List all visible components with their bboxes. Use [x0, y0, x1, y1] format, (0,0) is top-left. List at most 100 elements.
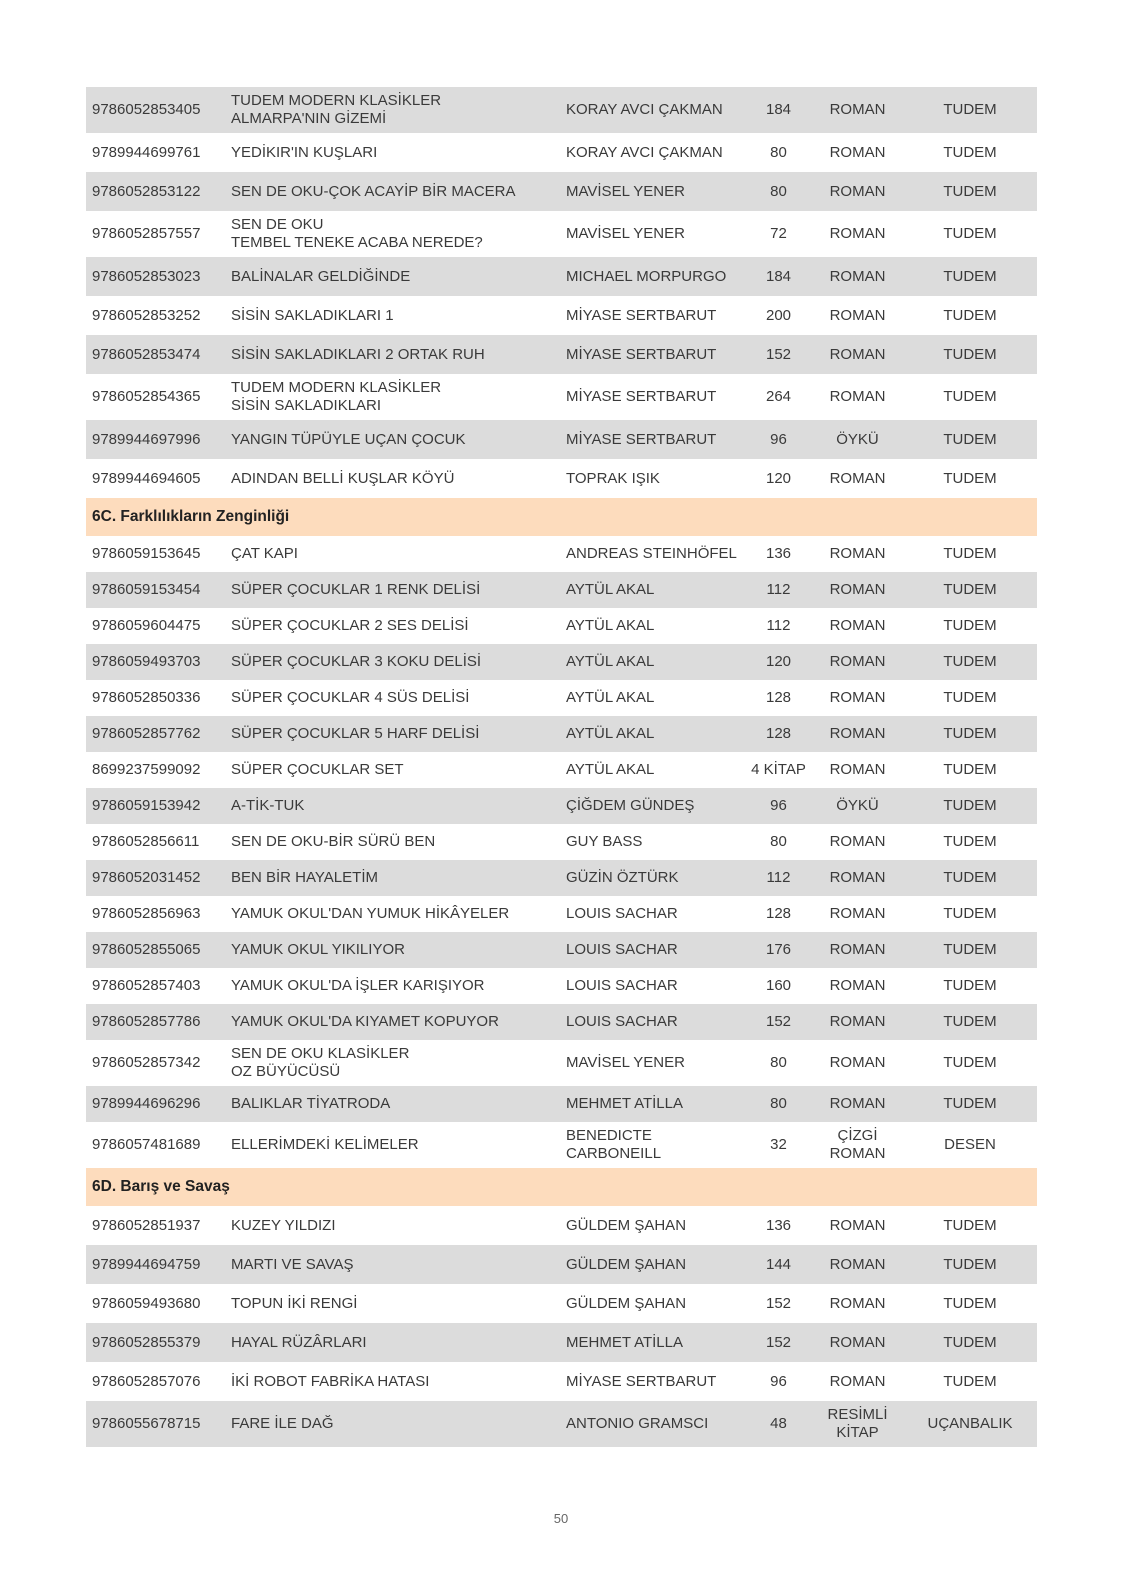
cell-title: BALIKLAR TİYATRODA	[225, 1086, 560, 1122]
cell-publisher: UÇANBALIK	[903, 1401, 1037, 1447]
cell-publisher: TUDEM	[943, 1294, 997, 1312]
cell-pages: 96	[745, 420, 812, 459]
cell-genre: ROMAN	[829, 469, 886, 487]
cell-pages: 72	[770, 225, 787, 242]
cell-title: FARE İLE DAĞ	[225, 1401, 560, 1447]
cell-pages: 112	[745, 572, 812, 608]
table-row: 9786052856611 SEN DE OKU-BİR SÜRÜ BEN GUY …	[86, 824, 1037, 860]
cell-author: GÜLDEM ŞAHAN	[566, 1216, 687, 1234]
cell-author: MAVİSEL YENER	[566, 225, 685, 242]
cell-isbn: 9786052853122	[86, 172, 225, 211]
section-header: 6D. Barış ve Savaş	[86, 1168, 1037, 1206]
table-row: 9786052857786 YAMUK OKUL'DA KIYAMET KOPUY…	[86, 1004, 1037, 1040]
cell-isbn: 9786052857342	[92, 1054, 201, 1071]
cell-title: SÜPER ÇOCUKLAR 3 KOKU DELİSİ	[225, 644, 560, 680]
cell-author: MİYASE SERTBARUT	[560, 335, 745, 374]
cell-title: ADINDAN BELLİ KUŞLAR KÖYÜ	[231, 469, 455, 487]
cell-isbn: 9786055678715	[86, 1401, 225, 1447]
cell-genre: ROMAN	[812, 1004, 903, 1040]
cell-genre: ROMAN	[829, 306, 886, 324]
cell-pages: 136	[765, 1216, 792, 1234]
cell-pages: 160	[765, 977, 792, 994]
cell-genre: ROMAN	[829, 833, 886, 850]
cell-genre: ROMAN	[829, 225, 886, 242]
cell-genre: ROMAN	[812, 644, 903, 680]
cell-genre: ROMAN	[812, 1086, 903, 1122]
cell-genre: ROMAN	[829, 545, 886, 562]
table-row: 9786052857557 SEN DE OKU TEMBEL TENEKE AC…	[86, 211, 1037, 257]
cell-isbn: 9786059153942	[86, 788, 225, 824]
table-row: 9786059153454 SÜPER ÇOCUKLAR 1 RENK DELİS…	[86, 572, 1037, 608]
cell-publisher: TUDEM	[943, 1054, 997, 1071]
cell-author: TOPRAK IŞIK	[566, 469, 660, 487]
cell-isbn: 9786059493703	[86, 644, 225, 680]
cell-author: MİYASE SERTBARUT	[566, 1372, 717, 1390]
table-row: 8699237599092 SÜPER ÇOCUKLAR SET AYTÜL AKA…	[86, 752, 1037, 788]
cell-genre: ROMAN	[812, 87, 903, 133]
cell-pages: 96	[745, 788, 812, 824]
cell-publisher: TUDEM	[943, 689, 997, 706]
cell-isbn: 9786052853023	[86, 257, 225, 296]
cell-publisher: TUDEM	[943, 905, 997, 922]
cell-pages: 152	[765, 1294, 792, 1312]
table-row: 9786059493703 SÜPER ÇOCUKLAR 3 KOKU DELİS…	[86, 644, 1037, 680]
cell-title: YEDİKIR'IN KUŞLARI	[231, 143, 378, 161]
cell-pages: 80	[770, 1054, 787, 1071]
cell-publisher: TUDEM	[903, 1245, 1037, 1284]
cell-genre: ROMAN	[829, 905, 886, 922]
cell-title: TUDEM MODERN KLASİKLER ALMARPA'NIN GİZEM…	[225, 87, 560, 133]
cell-author: LOUIS SACHAR	[566, 905, 678, 922]
cell-isbn: 9786052857076	[92, 1372, 201, 1390]
cell-isbn: 9789944694605	[92, 469, 201, 487]
table-row: 9789944696296 BALIKLAR TİYATRODA MEHMET AT…	[86, 1086, 1037, 1122]
cell-author: MAVİSEL YENER	[560, 172, 745, 211]
cell-pages: 200	[765, 306, 792, 324]
cell-genre: ROMAN	[812, 932, 903, 968]
cell-genre: ROMAN	[812, 1323, 903, 1362]
cell-genre: ROMAN	[829, 1372, 886, 1390]
cell-author: GÜLDEM ŞAHAN	[560, 1245, 745, 1284]
cell-publisher: TUDEM	[943, 388, 997, 405]
cell-isbn: 9786052855065	[86, 932, 225, 968]
cell-title: SÜPER ÇOCUKLAR 4 SÜS DELİSİ	[231, 689, 470, 706]
table-row: 9786052853405 TUDEM MODERN KLASİKLER ALMA…	[86, 87, 1037, 133]
table-row: 9786059153645 ÇAT KAPI ANDREAS STEINHÖFEL 1…	[86, 536, 1037, 572]
cell-title: YAMUK OKUL'DA İŞLER KARIŞIYOR	[231, 977, 485, 994]
cell-title: İKİ ROBOT FABRİKA HATASI	[231, 1372, 430, 1390]
cell-genre: ROMAN	[812, 1245, 903, 1284]
cell-author: AYTÜL AKAL	[560, 716, 745, 752]
cell-isbn: 9789944694759	[86, 1245, 225, 1284]
cell-title: YAMUK OKUL YIKILIYOR	[225, 932, 560, 968]
cell-pages: 32	[770, 1136, 787, 1153]
table-row: 9786052855065 YAMUK OKUL YIKILIYOR LOUIS S…	[86, 932, 1037, 968]
cell-author: MİYASE SERTBARUT	[566, 306, 717, 324]
cell-publisher: TUDEM	[943, 617, 997, 634]
cell-author: AYTÜL AKAL	[560, 572, 745, 608]
cell-isbn: 9786059493680	[92, 1294, 201, 1312]
cell-title: HAYAL RÜZÂRLARI	[225, 1323, 560, 1362]
cell-publisher: TUDEM	[903, 1004, 1037, 1040]
cell-isbn: 9786052854365	[92, 388, 201, 405]
cell-pages: 152	[745, 1323, 812, 1362]
table-row: 9786059153942 A-TİK-TUK ÇİĞDEM GÜNDEŞ 96 ÖYK…	[86, 788, 1037, 824]
cell-author: AYTÜL AKAL	[566, 761, 655, 778]
cell-publisher: TUDEM	[943, 1216, 997, 1234]
cell-author: GUY BASS	[566, 833, 643, 850]
table-row: 9786052853122 SEN DE OKU-ÇOK ACAYİP BİR M…	[86, 172, 1037, 211]
cell-genre: ROMAN	[812, 716, 903, 752]
cell-isbn: 9786052855379	[86, 1323, 225, 1362]
cell-pages: 128	[765, 905, 792, 922]
cell-title: SÜPER ÇOCUKLAR 1 RENK DELİSİ	[225, 572, 560, 608]
cell-publisher: TUDEM	[903, 257, 1037, 296]
cell-genre: ROMAN	[812, 572, 903, 608]
cell-pages: 112	[745, 860, 812, 896]
cell-pages: 120	[765, 469, 792, 487]
cell-genre: ÇİZGİ ROMAN	[829, 1127, 886, 1162]
cell-genre: ÖYKÜ	[812, 788, 903, 824]
cell-publisher: TUDEM	[903, 932, 1037, 968]
cell-title: SÜPER ÇOCUKLAR 5 HARF DELİSİ	[225, 716, 560, 752]
cell-publisher: TUDEM	[903, 335, 1037, 374]
cell-isbn: 9786052853252	[92, 306, 201, 324]
table-row: 9786052855379 HAYAL RÜZÂRLARI MEHMET ATİLL…	[86, 1323, 1037, 1362]
cell-genre: ÖYKÜ	[812, 420, 903, 459]
